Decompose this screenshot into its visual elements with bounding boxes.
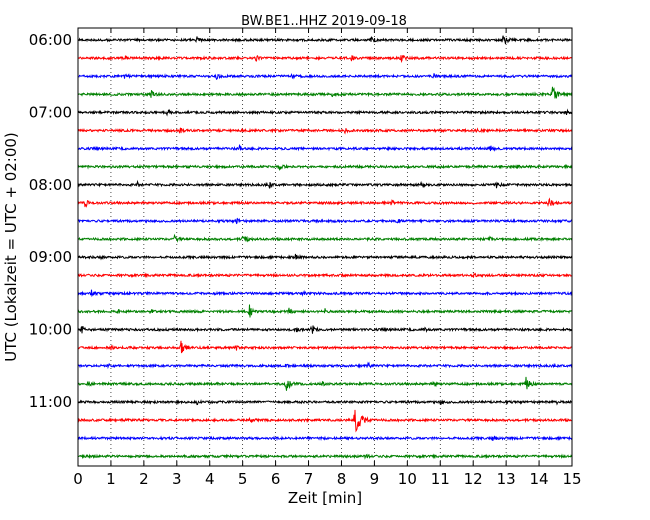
trace-row-16 <box>77 325 573 334</box>
y-tick-label: 08:00 <box>29 176 72 194</box>
seismic-traces <box>77 35 573 460</box>
trace-row-22 <box>77 435 573 442</box>
trace-row-8 <box>77 179 573 189</box>
trace-row-20 <box>77 398 573 406</box>
y-axis-label: UTC (Lokalzeit = UTC + 02:00) <box>2 132 20 362</box>
trace-row-21 <box>77 409 573 433</box>
x-tick-label: 13 <box>497 470 516 488</box>
x-tick-label: 0 <box>73 470 83 488</box>
x-tick-label: 14 <box>530 470 549 488</box>
trace-row-10 <box>77 217 573 225</box>
x-tick-label: 12 <box>464 470 483 488</box>
x-tick-label: 4 <box>205 470 215 488</box>
trace-row-7 <box>77 163 573 172</box>
y-axis-ticks: 06:00 07:00 08:00 09:00 10:00 11:00 <box>29 31 572 411</box>
x-tick-label: 6 <box>271 470 281 488</box>
trace-row-18 <box>77 361 573 370</box>
trace-row-4 <box>77 108 573 117</box>
x-tick-label: 10 <box>398 470 417 488</box>
trace-row-14 <box>77 289 573 298</box>
x-tick-label: 1 <box>106 470 116 488</box>
x-tick-label: 8 <box>337 470 347 488</box>
y-tick-label: 10:00 <box>29 321 72 339</box>
trace-row-0 <box>77 35 573 45</box>
trace-row-1 <box>77 54 573 64</box>
y-tick-label: 11:00 <box>29 393 72 411</box>
x-axis-ticks: 0 1 2 3 4 5 6 7 8 9 10 11 12 13 14 15 <box>73 28 582 488</box>
chart-title: BW.BE1..HHZ 2019-09-18 <box>241 14 407 29</box>
y-tick-label: 07:00 <box>29 103 72 121</box>
trace-row-15 <box>77 304 573 318</box>
trace-row-9 <box>77 197 573 208</box>
x-tick-label: 15 <box>562 470 581 488</box>
trace-row-19 <box>77 376 573 391</box>
x-tick-label: 5 <box>238 470 248 488</box>
trace-row-17 <box>77 340 573 354</box>
x-tick-label: 2 <box>139 470 149 488</box>
trace-row-23 <box>77 453 573 460</box>
trace-row-2 <box>77 73 573 81</box>
y-tick-label: 09:00 <box>29 248 72 266</box>
x-tick-label: 3 <box>172 470 182 488</box>
x-tick-label: 9 <box>370 470 380 488</box>
x-tick-label: 11 <box>431 470 450 488</box>
x-tick-label: 7 <box>304 470 314 488</box>
trace-row-13 <box>77 271 573 279</box>
trace-row-3 <box>77 86 573 100</box>
trace-row-6 <box>77 143 573 152</box>
plot-frame <box>77 27 573 467</box>
trace-row-5 <box>77 127 573 135</box>
x-axis-label: Zeit [min] <box>288 489 362 507</box>
y-tick-label: 06:00 <box>29 31 72 49</box>
trace-row-11 <box>77 233 573 243</box>
trace-row-12 <box>77 253 573 261</box>
